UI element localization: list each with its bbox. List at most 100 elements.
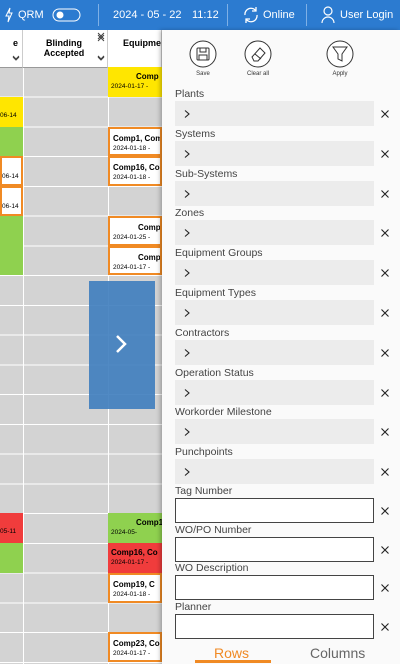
text-input[interactable] xyxy=(175,498,374,523)
clear-filter[interactable] xyxy=(380,348,390,358)
grid-cell: Comp1, Comp 2024-01-18 - xyxy=(108,126,162,157)
clear-filter[interactable] xyxy=(380,622,390,632)
filter-select[interactable] xyxy=(175,339,374,365)
filter-label: Contractors xyxy=(175,326,230,339)
column-header: Equipment Opened xyxy=(108,30,162,68)
filter-label: Tag Number xyxy=(175,485,233,497)
close-icon[interactable] xyxy=(96,33,106,43)
filter-label: Systems xyxy=(175,127,216,140)
clear-button[interactable] xyxy=(244,40,272,68)
filter-label: Equipment Types xyxy=(175,287,256,299)
toggle[interactable] xyxy=(52,8,82,22)
clear-filter[interactable] xyxy=(380,109,390,119)
filter-label: WO/PO Number xyxy=(175,523,252,536)
filter-select[interactable] xyxy=(175,419,374,445)
tab[interactable]: Columns xyxy=(310,645,366,661)
time: 11:12 xyxy=(192,9,219,21)
clear-filter[interactable] xyxy=(380,268,390,278)
chevron xyxy=(116,335,127,353)
divider xyxy=(306,4,307,26)
chevron xyxy=(184,149,190,158)
clear-filter[interactable] xyxy=(380,149,390,159)
header-icons xyxy=(12,32,105,60)
filter-select[interactable] xyxy=(175,101,374,126)
user-icon[interactable] xyxy=(321,6,335,24)
cell-items: Comp19, C xyxy=(113,579,155,589)
filter-select[interactable] xyxy=(175,260,374,286)
cell-date: 2024-01-18 - xyxy=(113,590,151,598)
app-name: QRM xyxy=(18,9,44,21)
cell-items: Comp1 xyxy=(138,252,161,262)
text-input[interactable] xyxy=(175,536,374,562)
bolt-icon xyxy=(5,7,13,23)
filter-select[interactable] xyxy=(175,459,374,485)
cell-date: 2024-01-17 - xyxy=(111,559,149,566)
clear-filter[interactable] xyxy=(380,506,390,516)
status: Online xyxy=(263,9,295,21)
chevron xyxy=(184,110,190,118)
grid-cell: Comp16, Com 2024-01-18 - xyxy=(108,156,162,186)
grid-cell: Comp19, C 2024-01-18 - xyxy=(108,572,162,603)
toolbar-icons xyxy=(189,40,354,68)
expand-handle[interactable] xyxy=(89,281,155,409)
clear-filter[interactable] xyxy=(380,308,390,318)
cell-date: 2024-01-17 - xyxy=(113,263,151,271)
grid-cell xyxy=(0,543,23,573)
grid-cell: 06-14 xyxy=(0,186,23,216)
filter-label: Zones xyxy=(175,207,205,220)
column-header: Blinding Accepted xyxy=(23,30,108,68)
grid-cell: 06-14 xyxy=(0,156,23,186)
chevron xyxy=(184,428,190,437)
cell-date: 2024-05- xyxy=(111,529,138,537)
header-text: Blinding Accepted xyxy=(43,38,85,58)
chevron xyxy=(184,189,190,198)
clear-filter[interactable] xyxy=(380,228,390,238)
cell-date: 2024-01-18 - xyxy=(113,174,151,182)
cell-items: Comp1 xyxy=(138,222,161,232)
column-line xyxy=(23,30,24,664)
filter-select[interactable] xyxy=(175,220,374,246)
button-label: Apply xyxy=(332,71,348,77)
filter-select[interactable] xyxy=(175,300,374,325)
cell-date: 05-11 xyxy=(0,528,17,536)
clear-filter[interactable] xyxy=(380,388,390,398)
cell-items: Comp xyxy=(136,72,159,81)
clear-filter[interactable] xyxy=(380,583,390,593)
button-label: Clear all xyxy=(246,71,269,77)
dropdown-icon[interactable] xyxy=(96,54,106,64)
chevron xyxy=(184,229,190,238)
dropdown-icon[interactable] xyxy=(11,54,21,64)
cell-date: 06-14 xyxy=(0,111,17,119)
chevron xyxy=(184,388,190,397)
clear-filter[interactable] xyxy=(380,427,390,437)
cell-date: 06-14 xyxy=(2,173,19,181)
tab-active[interactable]: Rows xyxy=(214,645,250,661)
grid-cell xyxy=(0,245,23,276)
grid-cell: 06-14 xyxy=(0,96,23,127)
header-text: e xyxy=(12,38,18,48)
clear-filter[interactable] xyxy=(380,545,390,555)
apply-button[interactable] xyxy=(326,40,354,68)
filter-label: WO Description xyxy=(175,562,249,574)
save-button[interactable] xyxy=(189,40,217,68)
cell-date: 2024-01-18 - xyxy=(113,144,151,152)
clear-filter[interactable] xyxy=(380,467,390,477)
filter-select[interactable] xyxy=(175,180,374,206)
user-login[interactable]: User Login xyxy=(340,9,394,21)
filter-select[interactable] xyxy=(175,140,374,166)
text-input[interactable] xyxy=(175,575,374,600)
filter-select[interactable] xyxy=(175,379,374,405)
date: 2024 - 05 - 22 xyxy=(113,9,182,21)
clear-filter[interactable] xyxy=(380,189,390,199)
cell-date: 2024-01-17 - xyxy=(111,83,149,90)
cell-date: 2024-01-17 - xyxy=(113,650,151,658)
filter-label: Plants xyxy=(175,88,205,100)
refresh-icon[interactable] xyxy=(242,6,260,24)
cell-items: Comp1 xyxy=(136,518,162,528)
cell-items: Comp1, Comp xyxy=(113,133,162,143)
filter-label: Operation Status xyxy=(175,366,254,379)
text-input[interactable] xyxy=(175,613,374,639)
filter-label: Punchpoints xyxy=(175,446,233,459)
